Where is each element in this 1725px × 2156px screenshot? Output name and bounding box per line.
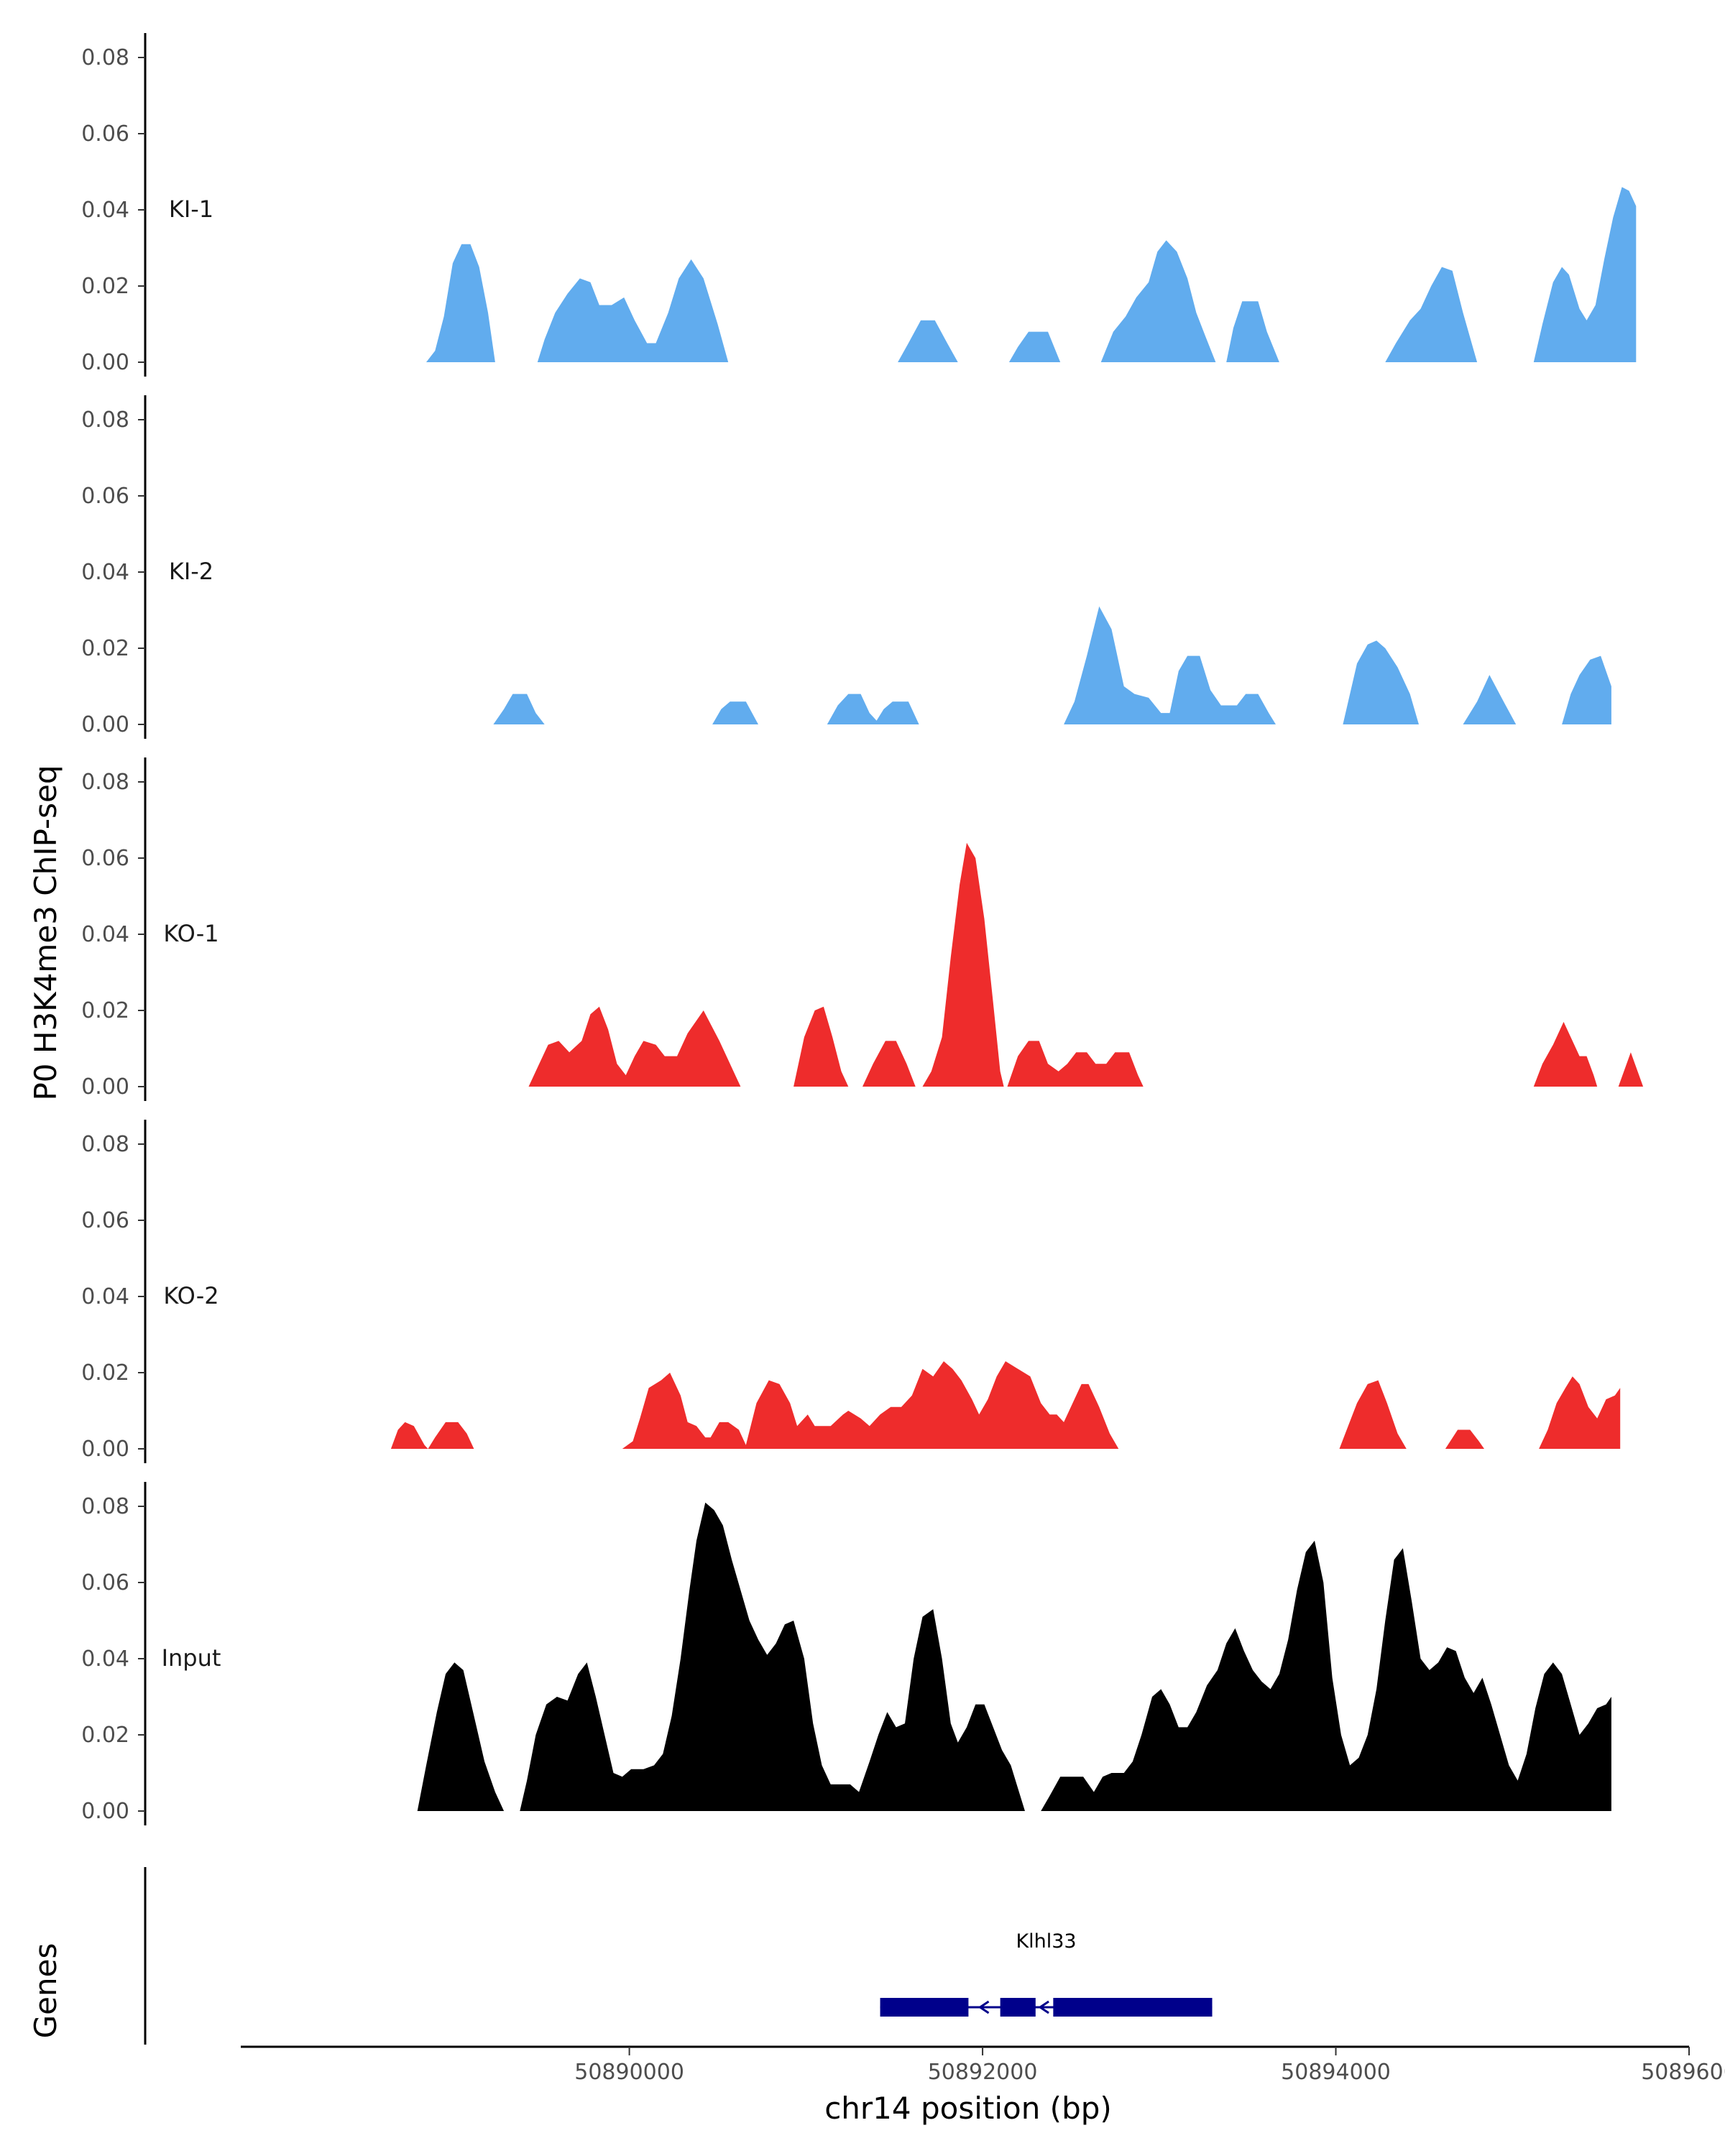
signal-area	[1533, 187, 1637, 362]
signal-area	[1618, 1052, 1644, 1087]
signal-area	[528, 1006, 741, 1087]
signal-area	[1343, 640, 1419, 724]
signal-area	[1533, 1021, 1598, 1087]
y-tick-label: 0.00	[81, 1074, 129, 1100]
track-ko-1: 0.00 0.02 0.04 0.06 0.08 KO-1	[81, 757, 1644, 1101]
y-tick-label: 0.08	[81, 1494, 129, 1519]
strand-arrow-icon	[1038, 2000, 1049, 2014]
y-tick-label: 0.02	[81, 998, 129, 1023]
signal-area	[1226, 301, 1279, 362]
signal-area	[1539, 1376, 1621, 1449]
gene-exon	[880, 1998, 969, 2017]
track-label: KO-2	[163, 1282, 218, 1309]
x-tick-label: 50890000	[574, 2060, 684, 2085]
signal-area	[537, 259, 729, 362]
y-tick-label: 0.06	[81, 846, 129, 871]
signal-area	[520, 1502, 1025, 1811]
x-axis-title: chr14 position (bp)	[824, 2091, 1112, 2126]
gene-exon	[1053, 1998, 1213, 2017]
signal-area	[426, 244, 495, 362]
gene-name: Klhl33	[1016, 1930, 1076, 1953]
tracks-layer: 0.00 0.02 0.04 0.06 0.08 KI-1 0.00 0.02 0.04 0.06…	[81, 33, 1644, 1825]
y-tick-label: 0.08	[81, 1132, 129, 1157]
strand-arrow-icon	[978, 2000, 990, 2014]
y-tick-label: 0.02	[81, 274, 129, 299]
signal-area	[428, 1422, 474, 1449]
track-ko-2: 0.00 0.02 0.04 0.06 0.08 KO-2	[81, 1120, 1621, 1463]
y-tick-label: 0.02	[81, 636, 129, 661]
signal-area	[898, 320, 958, 362]
gene-exon	[1000, 1998, 1036, 2017]
x-tick-label: 50894000	[1281, 2060, 1391, 2085]
signal-area	[493, 694, 545, 724]
x-tick-label: 5089600	[1641, 2060, 1725, 2085]
y-tick-label: 0.06	[81, 1208, 129, 1233]
signal-area	[712, 701, 758, 724]
track-label: Input	[162, 1644, 221, 1672]
y-tick-label: 0.04	[81, 560, 129, 585]
signal-area	[922, 842, 1004, 1087]
y-axis-title: P0 H3K4me3 ChIP-seq	[28, 765, 63, 1100]
track-label: KO-1	[163, 920, 218, 947]
y-tick-label: 0.00	[81, 1437, 129, 1462]
track-ki-2: 0.00 0.02 0.04 0.06 0.08 KI-2	[81, 395, 1611, 739]
genes-track-title: Genes	[28, 1943, 63, 2039]
signal-area	[1007, 1041, 1144, 1087]
x-tick-label: 50892000	[928, 2060, 1038, 2085]
y-tick-label: 0.04	[81, 1646, 129, 1672]
y-tick-label: 0.04	[81, 1284, 129, 1309]
gene-track: Klhl33	[144, 1867, 1213, 2045]
signal-area	[1562, 655, 1611, 724]
y-tick-label: 0.02	[81, 1360, 129, 1386]
signal-area	[827, 694, 919, 724]
signal-area	[1463, 675, 1517, 724]
signal-area	[417, 1662, 505, 1811]
signal-area	[1064, 606, 1276, 724]
y-tick-label: 0.02	[81, 1723, 129, 1748]
y-tick-label: 0.00	[81, 350, 129, 375]
track-label: KI-1	[169, 195, 213, 223]
signal-area	[1041, 1540, 1611, 1811]
y-tick-label: 0.04	[81, 198, 129, 223]
y-tick-label: 0.06	[81, 121, 129, 147]
y-tick-label: 0.08	[81, 45, 129, 70]
x-axis: 50890000 50892000 50894000 5089600	[241, 2045, 1725, 2085]
y-tick-label: 0.04	[81, 922, 129, 947]
y-tick-label: 0.08	[81, 770, 129, 795]
track-input: 0.00 0.02 0.04 0.06 0.08 Input	[81, 1482, 1611, 1825]
y-tick-label: 0.08	[81, 407, 129, 433]
y-tick-label: 0.06	[81, 1570, 129, 1595]
signal-area	[794, 1006, 849, 1087]
signal-area	[1008, 331, 1061, 362]
y-tick-label: 0.00	[81, 712, 129, 737]
y-tick-label: 0.00	[81, 1799, 129, 1824]
signal-area	[390, 1422, 428, 1449]
track-ki-1: 0.00 0.02 0.04 0.06 0.08 KI-1	[81, 33, 1637, 377]
track-label: KI-2	[169, 558, 213, 585]
signal-area	[622, 1361, 1119, 1449]
signal-area	[862, 1041, 916, 1087]
signal-area	[1339, 1380, 1407, 1449]
signal-area	[1100, 240, 1216, 362]
signal-area	[1445, 1429, 1484, 1449]
y-tick-label: 0.06	[81, 484, 129, 509]
signal-area	[1385, 267, 1478, 362]
